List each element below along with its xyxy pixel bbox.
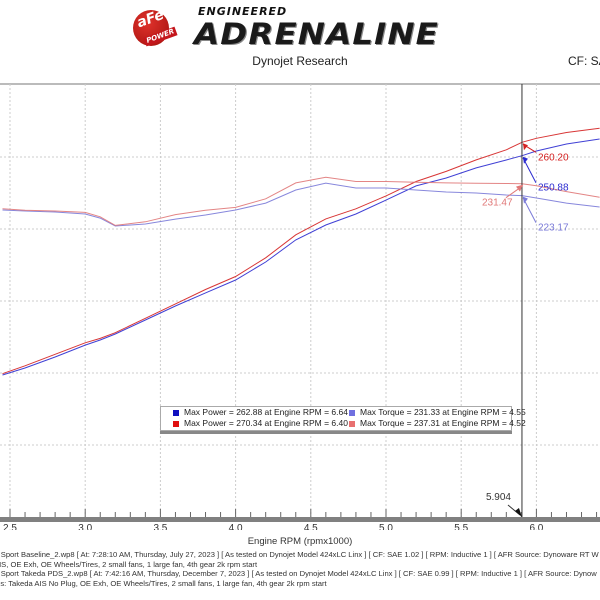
run-info-footer: F Sport Baseline_2.wp8 [ At: 7:28:10 AM,…	[0, 550, 599, 588]
legend-swatch	[349, 420, 355, 427]
chart-subtitle: Dynojet Research	[252, 54, 348, 68]
legend: Max Power = 262.88 at Engine RPM = 6.64 …	[160, 406, 526, 431]
footer-line: F Sport Baseline_2.wp8 [ At: 7:28:10 AM,…	[0, 550, 599, 559]
readout-arrowhead	[522, 156, 528, 164]
x-tick-label: 3.0	[78, 523, 92, 530]
legend-entry-run2-power: Max Power = 270.34 at Engine RPM = 6.40	[173, 418, 348, 429]
x-tick-label: 5.5	[454, 523, 468, 530]
series-line-run2_torque	[2, 176, 600, 226]
readout-arrowhead	[522, 196, 528, 204]
readout-arrowhead	[522, 143, 528, 151]
legend-text: Max Power = 270.34 at Engine RPM = 6.40	[184, 418, 348, 428]
x-tick-label: 5.0	[379, 523, 393, 530]
footer-line: F Sport Takeda PDS_2.wp8 [ At: 7:42:16 A…	[0, 569, 597, 578]
readout-arrowhead	[515, 184, 523, 192]
legend-swatch	[173, 420, 179, 427]
legend-text: Max Torque = 237.31 at Engine RPM = 4.52	[360, 418, 526, 428]
legend-swatch	[173, 409, 179, 416]
readout-value-run2_power: 260.20	[538, 152, 569, 163]
afe-logo: aFe POWER ENGINEERED ADRENALINE	[128, 6, 468, 50]
legend-row-run2: Max Power = 270.34 at Engine RPM = 6.40 …	[161, 418, 526, 429]
legend-text: Max Power = 262.88 at Engine RPM = 6.64	[184, 407, 348, 417]
x-tick-label: 4.5	[304, 523, 318, 530]
legend-text: Max Torque = 231.33 at Engine RPM = 4.55	[360, 407, 526, 417]
series-line-run1_torque	[2, 182, 600, 227]
legend-entry-run2-torque: Max Torque = 237.31 at Engine RPM = 4.52	[349, 418, 526, 429]
legend-entry-run1-power: Max Power = 262.88 at Engine RPM = 6.64	[173, 407, 348, 418]
logo-engineered-text: ENGINEERED	[198, 5, 288, 18]
readout-value-run2_torque: 231.47	[482, 198, 513, 209]
legend-entry-run1-torque: Max Torque = 231.33 at Engine RPM = 4.55	[349, 407, 526, 418]
cursor-rpm-label: 5.904	[486, 492, 511, 503]
logo-adrenaline-text: ADRENALINE	[194, 17, 439, 51]
readout-value-run1_power: 250.88	[538, 183, 569, 194]
x-axis-title: Engine RPM (rpmx1000)	[247, 536, 353, 547]
cf-label: CF: SA	[568, 54, 600, 68]
footer-line: AIS, OE Exh, OE Wheels/Tires, 2 small fa…	[0, 559, 258, 569]
x-tick-label: 2.5	[3, 523, 17, 530]
dyno-chart: 2.5 3.0 3.5 4.0 4.5 5.0 5.5 6.0 5.904 260.20 250.8…	[0, 83, 600, 530]
series-line-run1_power	[2, 138, 600, 376]
x-axis-bar	[0, 517, 600, 522]
readout-value-run1_torque: 223.17	[538, 223, 569, 234]
footer-line: tes: Takeda AIS No Plug, OE Exh, OE Whee…	[0, 578, 327, 588]
x-tick-label: 6.0	[529, 523, 543, 530]
x-tick-label: 4.0	[229, 523, 243, 530]
legend-swatch	[349, 409, 355, 416]
x-tick-label: 3.5	[153, 523, 167, 530]
legend-row-run1: Max Power = 262.88 at Engine RPM = 6.64 …	[161, 407, 526, 418]
series-line-run2_power	[2, 127, 600, 375]
cursor-rpm-arrowhead	[514, 508, 522, 517]
